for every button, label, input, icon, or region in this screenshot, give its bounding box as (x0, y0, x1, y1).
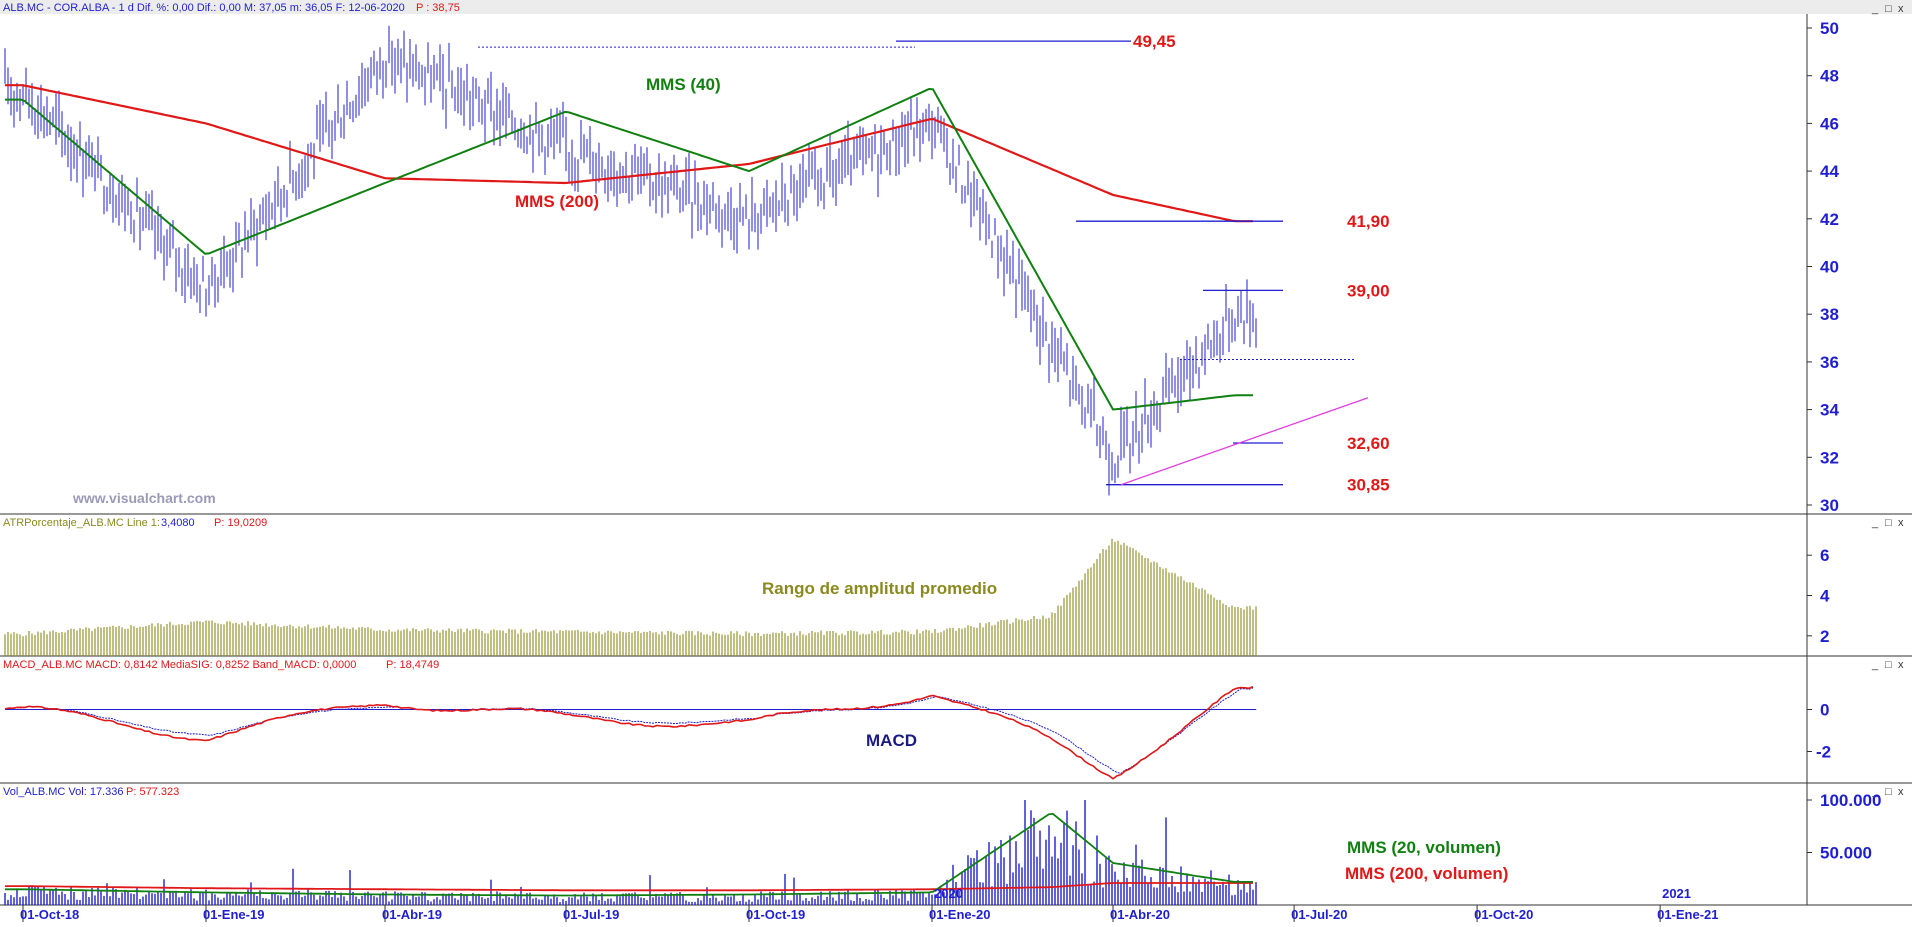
x-tick-label: 01-Jul-20 (1291, 907, 1347, 922)
vol-mms20-line (5, 812, 1253, 897)
vol-mms200-annotation: MMS (200, volumen) (1345, 864, 1508, 883)
vol-header: Vol_ALB.MC Vol: 17.336 (3, 786, 123, 798)
minimize-icon[interactable]: _ (1871, 517, 1879, 529)
close-icon[interactable]: x (1898, 517, 1904, 529)
price-tick-label: 34 (1820, 401, 1839, 420)
vol-tick-label: 50.000 (1820, 844, 1872, 863)
macd-annotation: MACD (866, 731, 917, 750)
macd-header: MACD_ALB.MC MACD: 0,8142 MediaSIG: 0,825… (3, 659, 356, 671)
macd-tick-label: 0 (1820, 701, 1829, 720)
vol-tick-label: 100.000 (1820, 791, 1881, 810)
level-label: 39,00 (1347, 281, 1390, 300)
price-tick-label: 48 (1820, 67, 1839, 86)
x-tick-label: 01-Oct-20 (1474, 907, 1533, 922)
close-icon[interactable]: x (1898, 3, 1904, 15)
atr-tick-label: 4 (1820, 587, 1830, 606)
atr-tick-label: 6 (1820, 546, 1829, 565)
mms40-annotation: MMS (40) (646, 75, 721, 94)
x-tick-label: 01-Jul-19 (563, 907, 619, 922)
x-tick-label: 01-Ene-20 (929, 907, 990, 922)
header-bar (0, 0, 1912, 14)
price-tick-label: 38 (1820, 305, 1839, 324)
price-tick-label: 44 (1820, 162, 1839, 181)
main-header-p: P : 38,75 (416, 2, 460, 14)
macd-signal-line (4, 687, 1254, 775)
macd-header-p: P: 18,4749 (386, 659, 439, 671)
mms200-annotation: MMS (200) (515, 192, 599, 211)
x-tick-label: 01-Ene-19 (203, 907, 264, 922)
atr-annotation: Rango de amplitud promedio (762, 579, 997, 598)
x-tick-label: 01-Abr-19 (382, 907, 442, 922)
vol-mms200-line (5, 882, 1253, 892)
vol-window-buttons: _ □ x (1871, 786, 1904, 798)
mms200-line (5, 84, 1253, 223)
vol-mms20-annotation: MMS (20, volumen) (1347, 838, 1501, 857)
trendline (1120, 397, 1369, 486)
atr-window-buttons: _ □ x (1871, 517, 1904, 529)
price-tick-label: 30 (1820, 496, 1839, 515)
price-tick-label: 40 (1820, 258, 1839, 277)
minimize-icon[interactable]: _ (1871, 3, 1879, 15)
macd-line (4, 685, 1254, 780)
restore-icon[interactable]: □ (1885, 3, 1892, 15)
minimize-icon[interactable]: _ (1871, 786, 1879, 798)
price-tick-label: 32 (1820, 448, 1839, 467)
year-marker: 2020 (934, 886, 963, 901)
close-icon[interactable]: x (1898, 786, 1904, 798)
x-tick-label: 01-Ene-21 (1657, 907, 1718, 922)
main-header: ALB.MC - COR.ALBA - 1 d Dif. %: 0,00 Dif… (3, 2, 405, 14)
atr-header: ATRPorcentaje_ALB.MC Line 1: (3, 517, 160, 529)
level-label: 32,60 (1347, 434, 1390, 453)
close-icon[interactable]: x (1898, 659, 1904, 671)
restore-icon[interactable]: □ (1885, 659, 1892, 671)
vol-header-p: P: 577.323 (126, 786, 179, 798)
level-label: 49,45 (1133, 32, 1176, 51)
level-label: 41,90 (1347, 212, 1390, 231)
x-tick-label: 01-Abr-20 (1110, 907, 1170, 922)
macd-tick-label: -2 (1816, 743, 1831, 762)
x-tick-label: 01-Oct-18 (20, 907, 79, 922)
price-tick-label: 36 (1820, 353, 1839, 372)
mms40-line (5, 87, 1253, 411)
atr-header-value: 3,4080 (161, 517, 195, 529)
price-tick-label: 46 (1820, 114, 1839, 133)
restore-icon[interactable]: □ (1885, 517, 1892, 529)
macd-window-buttons: _ □ x (1871, 659, 1904, 671)
price-tick-label: 50 (1820, 19, 1839, 38)
watermark: www.visualchart.com (72, 490, 216, 506)
price-tick-label: 42 (1820, 210, 1839, 229)
main-window-buttons: _ □ x (1871, 3, 1904, 15)
atr-header-p: P: 19,0209 (214, 517, 267, 529)
year-marker: 2021 (1662, 886, 1691, 901)
restore-icon[interactable]: □ (1885, 786, 1892, 798)
minimize-icon[interactable]: _ (1871, 659, 1879, 671)
x-tick-label: 01-Oct-19 (746, 907, 805, 922)
level-label: 30,85 (1347, 476, 1390, 495)
atr-tick-label: 2 (1820, 627, 1829, 646)
